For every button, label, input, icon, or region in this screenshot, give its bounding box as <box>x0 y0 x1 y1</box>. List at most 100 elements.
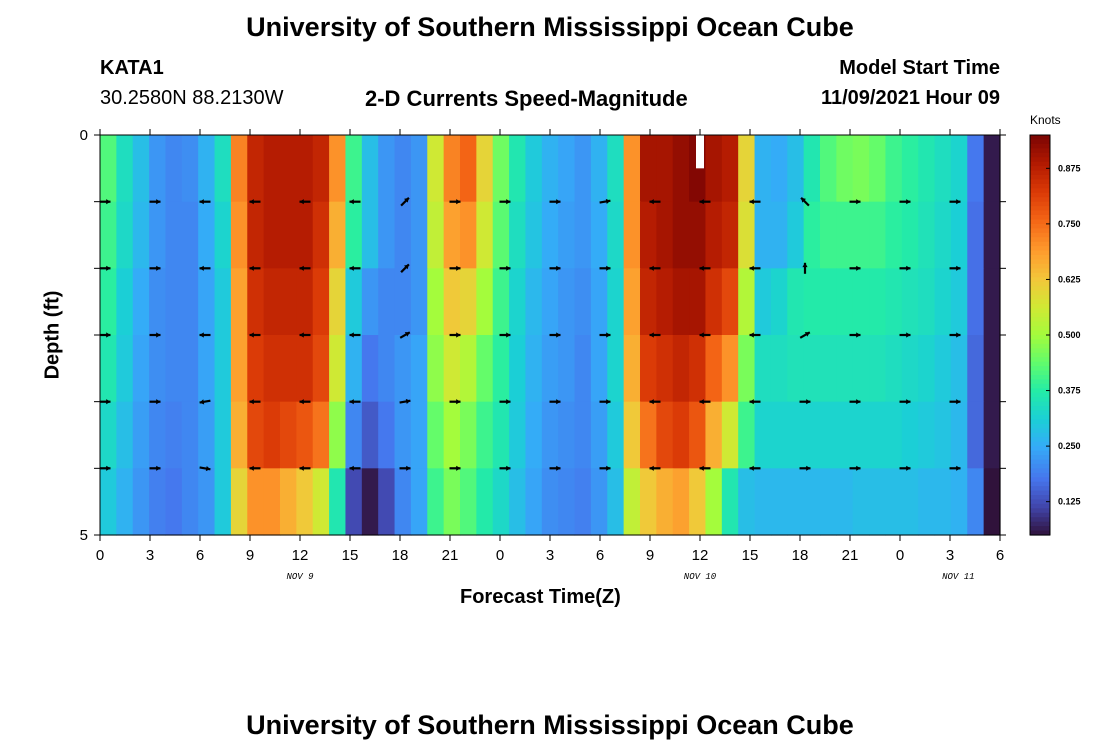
vector-arrow-head <box>106 465 111 471</box>
heatmap-cell <box>427 335 445 403</box>
vector-arrow-head <box>699 199 704 205</box>
date-label: NOV 10 <box>684 572 717 582</box>
colorbar-segment <box>1030 392 1050 398</box>
heatmap-cell <box>787 268 805 336</box>
heatmap-cell <box>230 335 248 403</box>
heatmap-cell <box>460 335 477 403</box>
heatmap-cell <box>820 335 837 403</box>
x-axis-label: Forecast Time(Z) <box>460 586 621 608</box>
vector-arrow-head <box>106 265 111 271</box>
heatmap-cell <box>803 135 821 203</box>
colorbar-segment <box>1030 432 1050 438</box>
vector-arrow-head <box>349 399 354 405</box>
heatmap-cell <box>149 268 167 336</box>
heatmap-cell <box>918 335 936 403</box>
heatmap-cell <box>247 268 265 336</box>
heatmap-cell <box>165 201 183 269</box>
heatmap-cell <box>574 401 592 469</box>
vector-arrow-head <box>856 399 861 405</box>
heatmap-cell <box>705 335 723 403</box>
vector-arrow-head <box>349 265 354 271</box>
colorbar-segment <box>1030 259 1050 265</box>
vector-arrow-head <box>649 199 654 205</box>
heatmap-cell <box>738 135 756 203</box>
heatmap-cell <box>443 401 461 469</box>
colorbar-segment <box>1030 232 1050 238</box>
heatmap-cell <box>852 201 870 269</box>
heatmap-cell <box>116 335 134 403</box>
heatmap-cell <box>754 335 772 403</box>
heatmap-cell <box>934 335 952 403</box>
heatmap-cell <box>443 201 461 269</box>
vector-arrow-head <box>156 399 161 405</box>
heatmap-cell <box>967 468 985 536</box>
heatmap-cell <box>460 201 477 269</box>
x-tick-label: 15 <box>742 547 759 564</box>
colorbar-segment <box>1030 246 1050 252</box>
colorbar-segment <box>1030 317 1050 323</box>
colorbar-tick-label: 0.500 <box>1058 330 1081 340</box>
heatmap-cell <box>656 401 674 469</box>
heatmap-cell <box>770 135 788 203</box>
heatmap-cell <box>770 268 788 336</box>
vector-arrow-head <box>956 199 961 205</box>
heatmap-cell <box>492 135 510 203</box>
heatmap-cell <box>640 201 657 269</box>
heatmap-cell <box>836 468 854 536</box>
heatmap-cell <box>950 468 968 536</box>
heatmap-cell <box>885 468 903 536</box>
heatmap-cell <box>623 468 641 536</box>
heatmap-cell <box>312 335 330 403</box>
colorbar-segment <box>1030 423 1050 429</box>
y-tick-label: 0 <box>80 127 88 144</box>
heatmap-cell <box>869 401 887 469</box>
heatmap-cell <box>149 468 167 536</box>
date-label: NOV 9 <box>286 572 314 582</box>
heatmap-cell <box>509 268 527 336</box>
vector-arrow-head <box>456 332 461 338</box>
heatmap-cell <box>525 201 543 269</box>
colorbar-segment <box>1030 286 1050 292</box>
colorbar-segment <box>1030 197 1050 203</box>
heatmap-cell <box>689 468 707 536</box>
colorbar-segment <box>1030 375 1050 381</box>
heatmap-cell <box>165 335 183 403</box>
heatmap-cell <box>525 401 543 469</box>
heatmap-cell <box>427 135 445 203</box>
heatmap-cell <box>574 335 592 403</box>
heatmap-cell <box>705 268 723 336</box>
heatmap-cell <box>443 268 461 336</box>
missing-data-cell <box>696 135 704 169</box>
colorbar-segment <box>1030 157 1050 163</box>
heatmap-cell <box>590 135 608 203</box>
heatmap-cell <box>230 135 248 203</box>
vector-arrow-head <box>956 399 961 405</box>
heatmap-cell <box>590 268 608 336</box>
colorbar-segment <box>1030 330 1050 336</box>
colorbar-segment <box>1030 206 1050 212</box>
heatmap-cell <box>361 401 379 469</box>
y-tick-label: 5 <box>80 527 88 544</box>
heatmap-cell <box>607 335 625 403</box>
page-title: University of Southern Mississippi Ocean… <box>246 12 854 42</box>
heatmap-cell <box>918 135 936 203</box>
colorbar-segment <box>1030 135 1050 141</box>
vector-arrow-head <box>506 465 511 471</box>
heatmap-cell <box>934 468 952 536</box>
heatmap-cell <box>721 201 739 269</box>
vector-arrow-head <box>856 265 861 271</box>
heatmap-cell <box>296 135 314 203</box>
heatmap-cell <box>132 135 150 203</box>
vector-arrow-head <box>605 198 611 204</box>
heatmap-cell <box>214 135 232 203</box>
heatmap-cell <box>181 135 199 203</box>
vector-arrow-head <box>156 465 161 471</box>
heatmap-cell <box>983 135 1001 203</box>
vector-arrow-head <box>806 465 811 471</box>
heatmap-cell <box>361 201 379 269</box>
colorbar-segment <box>1030 379 1050 385</box>
heatmap-cell <box>329 201 347 269</box>
heatmap-cell <box>967 201 985 269</box>
vector-arrow-head <box>856 199 861 205</box>
heatmap-cell <box>492 335 510 403</box>
